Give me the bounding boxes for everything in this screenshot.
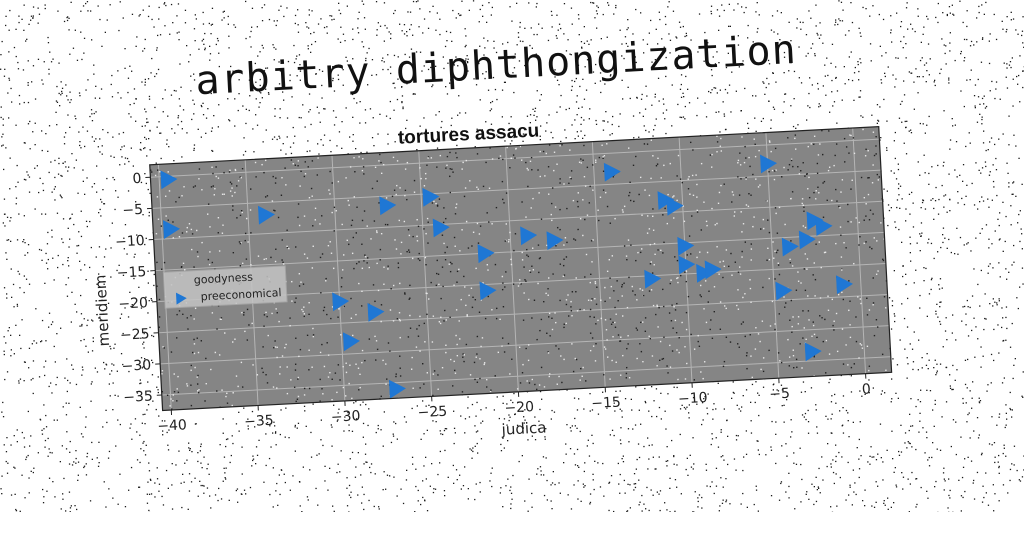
x-tick-label: −30 [331, 408, 361, 426]
x-tick-label: −5 [769, 386, 790, 403]
x-tick-label: −20 [504, 399, 534, 417]
x-axis-label: judica [500, 418, 547, 438]
x-tick-label: −15 [591, 395, 621, 413]
x-tick-label: 0 [862, 381, 872, 397]
chart-title: tortures assacu [397, 120, 539, 148]
y-tick-label: 0 [132, 171, 142, 187]
y-tick-label: −10 [115, 233, 145, 251]
x-tick-label: −25 [417, 404, 447, 422]
x-tick-label: −35 [244, 413, 274, 431]
x-tick-label: −40 [157, 417, 187, 435]
y-tick-label: −25 [120, 326, 150, 344]
y-tick-label: −5 [122, 202, 143, 219]
x-tick-label: −10 [678, 390, 708, 408]
y-tick-label: −20 [118, 295, 148, 313]
y-tick-label: −35 [123, 388, 153, 406]
y-axis-label: meridiem [91, 274, 113, 347]
y-tick-label: −15 [116, 264, 146, 282]
y-tick-label: −30 [121, 357, 151, 375]
legend: goodyness preeconomical [163, 266, 287, 308]
